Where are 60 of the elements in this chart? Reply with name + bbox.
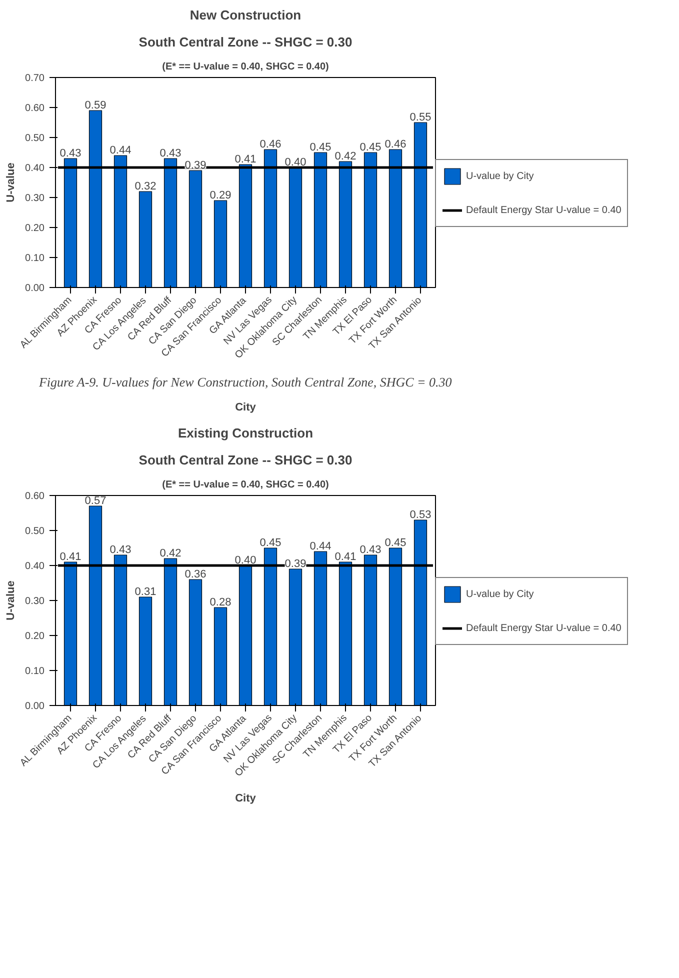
y-tick-label: 0.20 [25,223,45,234]
data-label: 0.41 [60,551,82,563]
data-label: 0.46 [384,138,406,150]
data-label: 0.59 [84,100,106,112]
y-tick-label: 0.50 [25,526,45,537]
y-axis-title: U-value [5,580,18,620]
data-label: 0.42 [160,548,182,560]
y-tick-label: 0.10 [25,666,45,677]
data-label: 0.43 [110,544,132,556]
text: (E* == U-value = 0.40, SHGC = 0.40) [162,62,329,72]
x-axis-title: City [235,792,257,804]
chart-subtitle: South Central Zone -- SHGC = 0.30 [138,452,352,468]
y-tick-label: 0.20 [25,631,45,642]
y-tick-label: 0.50 [25,133,45,144]
data-label: 0.43 [360,544,382,556]
legend-label: Default Energy Star U-value = 0.40 [466,622,622,634]
legend-label: Default Energy Star U-value = 0.40 [466,204,622,216]
y-axis-title: U-value [5,162,18,202]
y-tick-label: 0.30 [25,193,45,204]
chart-subtitle: South Central Zone -- SHGC = 0.30 [138,34,352,50]
y-tick-label: 0.40 [25,163,45,174]
data-label: 0.45 [384,537,406,549]
data-label: 0.43 [60,148,82,160]
legend-label: U-value by City [466,588,534,600]
data-label: 0.39 [284,558,306,570]
data-label: 0.46 [260,138,282,150]
data-label: 0.43 [160,148,182,160]
data-label: 0.36 [184,568,206,580]
data-label: 0.42 [334,150,356,162]
data-label: 0.45 [260,537,282,549]
data-label: 0.29 [210,190,232,202]
chart-title: New Construction [190,8,302,22]
legend-label: U-value by City [466,170,534,182]
data-label: 0.44 [110,144,132,156]
data-label: 0.41 [234,154,256,166]
y-tick-label: 0.30 [25,596,45,607]
y-tick-label: 0.60 [25,103,45,114]
y-tick-label: 0.00 [25,283,45,294]
y-tick-label: 0.10 [25,253,45,264]
x-axis-title: City [235,402,257,414]
text: (E* == U-value = 0.40, SHGC = 0.40) [162,480,329,490]
data-label: 0.41 [334,551,356,563]
data-label: 0.57 [84,495,106,507]
data-label: 0.45 [310,142,332,154]
data-label: 0.32 [134,180,156,192]
data-label: 0.39 [184,160,206,172]
y-tick-label: 0.00 [25,701,45,712]
y-tick-label: 0.40 [25,561,45,572]
data-label: 0.40 [284,156,306,168]
data-label: 0.28 [210,596,232,608]
data-label: 0.55 [410,112,432,124]
data-label: 0.31 [134,586,156,598]
data-label: 0.40 [234,554,256,566]
data-label: 0.53 [410,509,432,521]
y-tick-label: 0.60 [25,491,45,502]
chart-title: Existing Construction [178,426,314,440]
data-label: 0.44 [310,540,332,552]
text: Figure A-9. U-values for New Construction, South Central Zone, SHGC = 0.30 [38,374,452,390]
data-label: 0.45 [360,142,382,154]
y-tick-label: 0.70 [25,73,45,84]
